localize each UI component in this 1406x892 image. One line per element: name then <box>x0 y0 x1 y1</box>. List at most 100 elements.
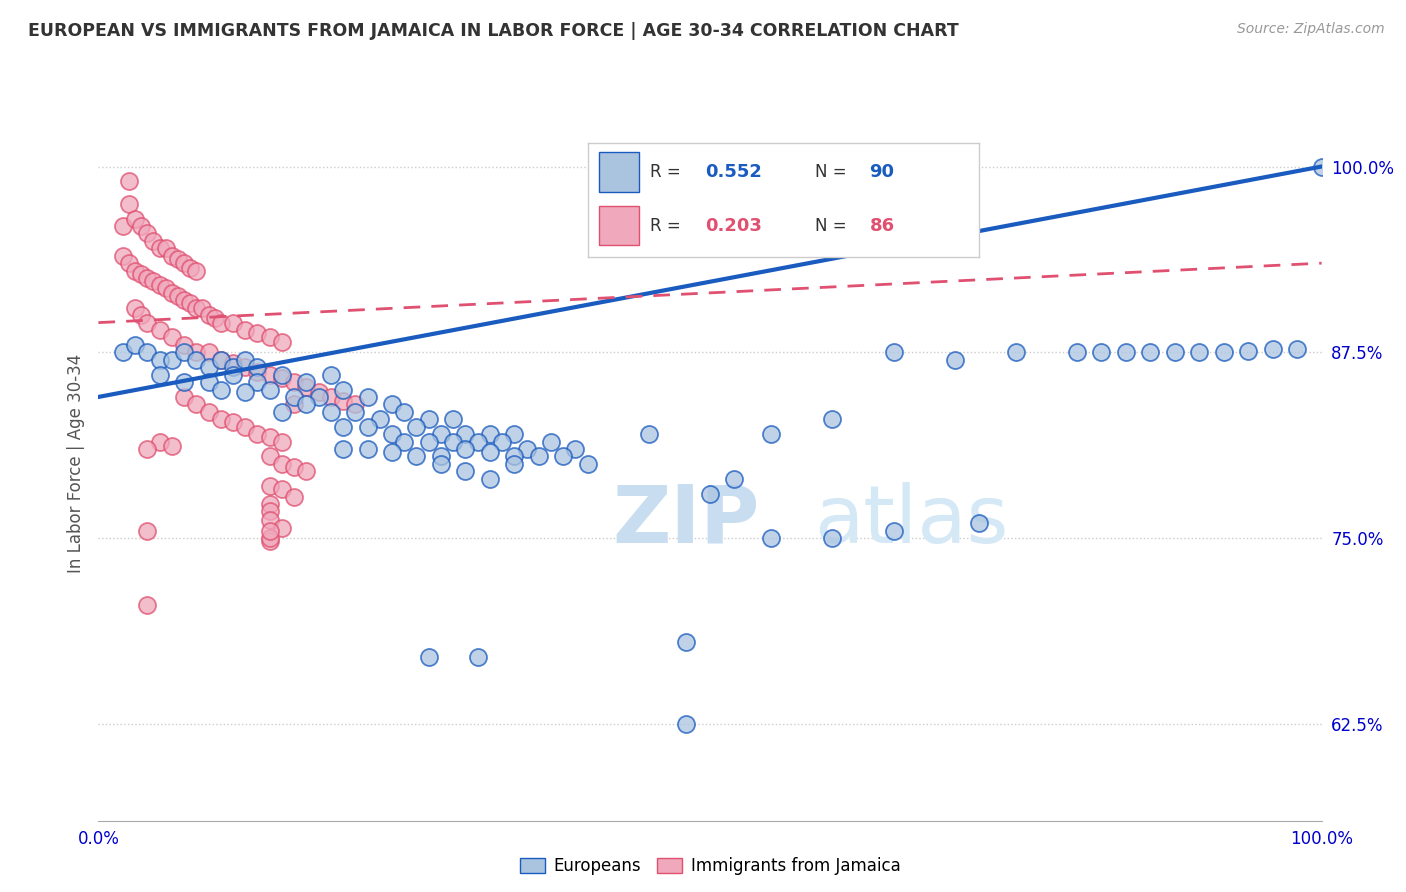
Text: ZIP: ZIP <box>612 482 759 560</box>
Point <box>124 263 146 277</box>
Point <box>332 419 354 434</box>
Point <box>233 419 256 434</box>
Text: atlas: atlas <box>814 482 1008 560</box>
Point <box>967 516 990 531</box>
Point <box>209 352 232 367</box>
Point <box>527 450 550 464</box>
Point <box>149 241 172 255</box>
Point <box>142 274 165 288</box>
Point <box>270 434 294 449</box>
Point <box>270 405 294 419</box>
Point <box>259 430 281 444</box>
Point <box>1212 345 1234 359</box>
Point <box>356 390 378 404</box>
Point <box>332 383 354 397</box>
Point <box>1261 343 1284 357</box>
Point <box>308 390 330 404</box>
Point <box>699 486 721 500</box>
Point <box>270 457 294 471</box>
Point <box>167 252 190 266</box>
Point <box>149 278 172 293</box>
Point <box>186 397 208 411</box>
Point <box>209 412 232 426</box>
Point <box>129 267 152 281</box>
Point <box>186 263 208 277</box>
Point <box>111 345 134 359</box>
Point <box>283 459 305 474</box>
Point <box>197 345 219 359</box>
Point <box>283 490 305 504</box>
Point <box>233 323 256 337</box>
Point <box>576 457 599 471</box>
Point <box>821 531 844 545</box>
Point <box>222 316 245 330</box>
Point <box>761 531 783 545</box>
Point <box>344 405 367 419</box>
Point <box>478 472 501 486</box>
Y-axis label: In Labor Force | Age 30-34: In Labor Force | Age 30-34 <box>66 354 84 574</box>
Point <box>160 352 183 367</box>
Point <box>1188 345 1211 359</box>
Point <box>441 412 464 426</box>
Point <box>441 434 464 449</box>
Point <box>246 365 269 379</box>
Point <box>332 442 354 456</box>
Point <box>160 439 183 453</box>
Point <box>118 196 141 211</box>
Point <box>405 450 427 464</box>
Point <box>259 524 281 538</box>
Point <box>149 368 172 382</box>
Point <box>283 390 305 404</box>
Point <box>1237 343 1260 358</box>
Point <box>368 412 391 426</box>
Point <box>515 442 537 456</box>
Point <box>142 234 165 248</box>
Point <box>136 227 159 241</box>
Point <box>259 531 281 545</box>
Point <box>308 385 330 400</box>
Point <box>259 450 281 464</box>
Point <box>405 419 427 434</box>
Point <box>332 394 354 409</box>
Point <box>173 293 195 308</box>
Point <box>173 256 195 270</box>
Point <box>283 375 305 389</box>
Point <box>883 524 905 538</box>
Point <box>283 397 305 411</box>
Point <box>675 717 697 731</box>
Point <box>197 308 219 322</box>
Point <box>503 427 526 442</box>
Point <box>1310 160 1333 174</box>
Point <box>454 464 477 478</box>
Point <box>124 211 146 226</box>
Point <box>381 427 404 442</box>
Point <box>454 442 477 456</box>
Point <box>155 281 177 295</box>
Point <box>259 368 281 382</box>
Point <box>136 271 159 285</box>
Point <box>136 442 159 456</box>
Point <box>675 635 697 649</box>
Point <box>160 285 183 300</box>
Point <box>356 442 378 456</box>
Point <box>344 397 367 411</box>
Point <box>209 316 232 330</box>
Point <box>179 260 201 275</box>
Point <box>1066 345 1088 359</box>
Point <box>173 375 195 389</box>
Point <box>186 301 208 315</box>
Point <box>136 524 159 538</box>
Point <box>222 360 245 375</box>
Point <box>222 368 245 382</box>
Point <box>179 296 201 310</box>
Point <box>246 427 269 442</box>
Point <box>136 316 159 330</box>
Point <box>392 405 416 419</box>
Point <box>430 450 453 464</box>
Point <box>222 356 245 370</box>
Point <box>540 434 562 449</box>
Point <box>491 434 513 449</box>
Point <box>467 650 489 665</box>
Point <box>761 427 783 442</box>
Point <box>270 370 294 384</box>
